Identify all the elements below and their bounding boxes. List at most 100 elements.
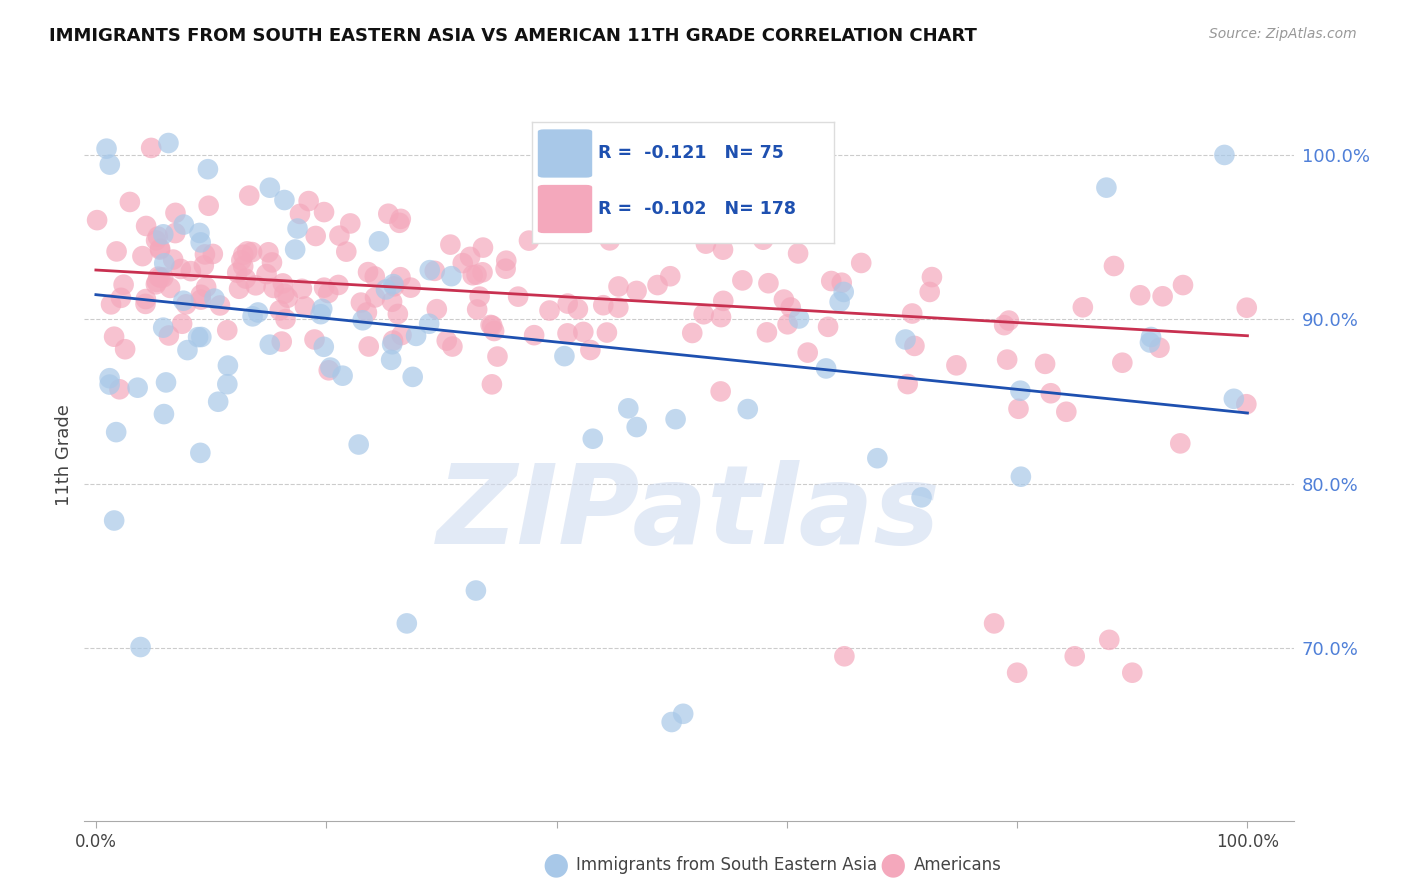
Point xyxy=(538,303,561,318)
Y-axis label: 11th Grade: 11th Grade xyxy=(55,404,73,506)
Point xyxy=(711,243,734,257)
Point xyxy=(710,310,733,325)
Point xyxy=(148,269,170,284)
Point xyxy=(582,432,605,446)
Point xyxy=(146,229,169,244)
Point xyxy=(1121,665,1143,680)
Point xyxy=(1102,259,1125,273)
Point xyxy=(103,329,125,343)
Point xyxy=(758,277,780,291)
Point xyxy=(204,292,226,306)
Point xyxy=(626,284,648,298)
Point xyxy=(681,326,703,340)
Point xyxy=(731,273,754,287)
Point xyxy=(108,382,131,396)
Text: Source: ZipAtlas.com: Source: ZipAtlas.com xyxy=(1209,27,1357,41)
Point xyxy=(1063,649,1085,664)
Point xyxy=(389,270,412,285)
Point xyxy=(100,297,122,311)
Point xyxy=(866,451,889,466)
Point xyxy=(176,343,198,357)
Point xyxy=(149,242,172,256)
Point xyxy=(647,278,669,293)
Point xyxy=(298,194,321,208)
Point xyxy=(309,307,332,321)
Point xyxy=(240,245,263,260)
Point xyxy=(112,277,135,292)
Point xyxy=(172,293,194,308)
Point xyxy=(479,318,502,332)
Point xyxy=(170,261,193,276)
Point xyxy=(294,300,316,314)
Point xyxy=(377,207,399,221)
Point xyxy=(1005,665,1028,680)
Point xyxy=(1010,469,1032,483)
Point xyxy=(755,326,778,340)
Point xyxy=(257,245,280,260)
Point xyxy=(391,328,413,343)
Point xyxy=(395,616,418,631)
Point xyxy=(553,349,575,363)
Point xyxy=(159,281,181,295)
Point xyxy=(165,226,187,240)
Point xyxy=(787,311,810,326)
Point xyxy=(364,290,387,304)
Point xyxy=(831,276,853,290)
Point xyxy=(188,226,211,240)
Point xyxy=(495,261,517,276)
Point xyxy=(897,377,920,392)
Text: ZIPatlas: ZIPatlas xyxy=(437,460,941,567)
Point xyxy=(318,363,340,377)
Point xyxy=(1039,386,1062,401)
Point xyxy=(1007,401,1029,416)
Point xyxy=(1095,180,1118,194)
Point xyxy=(135,292,157,306)
Point xyxy=(382,334,405,348)
Point xyxy=(105,244,128,259)
Point xyxy=(357,339,380,353)
Point xyxy=(1223,392,1246,406)
Point xyxy=(1234,397,1257,411)
Point xyxy=(260,255,283,269)
Point xyxy=(304,333,326,347)
Point xyxy=(776,318,799,332)
Point xyxy=(103,514,125,528)
Point xyxy=(672,706,695,721)
Point xyxy=(567,302,589,317)
Point xyxy=(465,302,488,317)
Point xyxy=(374,283,396,297)
Point xyxy=(517,234,540,248)
Point xyxy=(134,297,156,311)
Point xyxy=(998,313,1021,327)
Point xyxy=(149,243,172,257)
Point xyxy=(190,330,212,344)
Point xyxy=(426,302,449,317)
Point xyxy=(737,402,759,417)
Point xyxy=(1168,436,1191,450)
Point xyxy=(779,301,801,315)
Point xyxy=(368,235,391,249)
Point xyxy=(165,206,187,220)
Point xyxy=(270,334,292,349)
Point xyxy=(387,307,409,321)
Point xyxy=(557,326,579,341)
Point xyxy=(141,141,163,155)
Point xyxy=(1213,148,1236,162)
Point xyxy=(217,377,239,392)
Point xyxy=(523,328,546,343)
Point xyxy=(197,162,219,177)
Point xyxy=(695,236,717,251)
Point xyxy=(441,339,464,353)
Point xyxy=(135,219,157,233)
Point xyxy=(153,407,176,421)
Point xyxy=(419,263,441,277)
Point xyxy=(180,264,202,278)
Text: Immigrants from South Eastern Asia: Immigrants from South Eastern Asia xyxy=(576,856,877,874)
Point xyxy=(356,305,378,319)
Point xyxy=(155,376,177,390)
Point xyxy=(945,359,967,373)
Point xyxy=(352,313,374,327)
Point xyxy=(312,280,335,294)
Point xyxy=(1010,384,1032,398)
Point xyxy=(1098,632,1121,647)
